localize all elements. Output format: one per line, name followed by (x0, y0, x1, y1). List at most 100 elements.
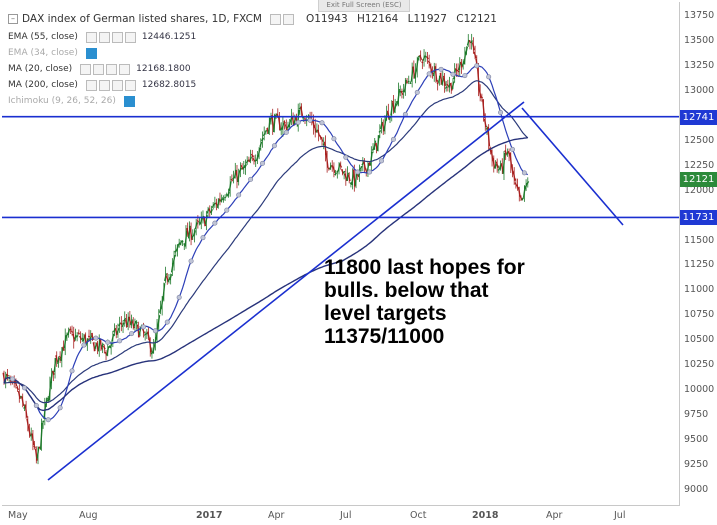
ohlc-high: H12164 (356, 13, 399, 25)
series-controls (269, 13, 294, 25)
eye-icon[interactable] (85, 79, 97, 91)
indicator-row[interactable]: Ichimoku (9, 26, 52, 26) (8, 93, 503, 109)
candle-body (162, 283, 166, 300)
candle-body (175, 244, 179, 252)
ma-marker (283, 129, 289, 135)
candle-body (412, 66, 416, 78)
candle-body (36, 446, 40, 459)
candle-body (208, 208, 212, 213)
ma-marker (498, 110, 504, 116)
indicator-list: EMA (55, close) 12446.1251 EMA (34, close)… (8, 29, 503, 109)
candle-body (124, 319, 128, 328)
candle-body (184, 230, 188, 247)
candle-body (130, 319, 134, 326)
close-icon[interactable] (111, 31, 123, 43)
x-tick-label: 2018 (472, 510, 499, 521)
candle-body (172, 254, 176, 265)
settings-icon[interactable] (98, 79, 110, 91)
ma-marker (402, 111, 408, 117)
candle-body (189, 227, 193, 240)
candle-body (437, 75, 441, 83)
candle-body (470, 40, 474, 44)
eye-icon[interactable] (80, 63, 92, 75)
ma-marker (117, 338, 123, 344)
ohlc-low: L11927 (407, 13, 447, 25)
candle-body (439, 72, 443, 84)
candle-body (340, 169, 344, 174)
candle-body (526, 181, 530, 185)
candle-body (215, 202, 218, 207)
indicator-row[interactable]: MA (200, close) 12682.8015 (8, 77, 503, 93)
indicator-row[interactable]: EMA (55, close) 12446.1251 (8, 29, 503, 45)
candle-body (26, 418, 30, 429)
more-icon[interactable] (124, 79, 136, 91)
candle-body (222, 198, 225, 201)
candle-body (318, 134, 322, 139)
candle-body (459, 61, 463, 68)
indicator-value: 12446.1251 (141, 32, 197, 42)
candle-body (102, 345, 106, 350)
ma-marker (10, 376, 16, 382)
candle-body (24, 404, 28, 418)
candle-body (279, 127, 283, 131)
candle-body (334, 172, 338, 176)
candle-body (70, 330, 74, 334)
eye-icon[interactable] (123, 95, 135, 107)
legend-main-row: – DAX index of German listed shares, 1D,… (8, 11, 503, 27)
candle-body (278, 117, 281, 131)
y-tick-label: 10750 (684, 309, 715, 321)
candle-body (39, 422, 43, 450)
candle-body (167, 277, 171, 283)
y-tick-label: 12250 (684, 159, 715, 171)
eye-icon[interactable] (85, 31, 97, 43)
candle-body (75, 335, 79, 338)
settings-icon[interactable] (98, 31, 110, 43)
eye-icon[interactable] (85, 47, 97, 59)
ma-marker (224, 207, 230, 213)
more-icon[interactable] (119, 63, 131, 75)
collapse-icon[interactable]: – (8, 14, 18, 24)
annotation-line: 11375/11000 (324, 325, 445, 348)
ma-marker (379, 158, 385, 164)
ohlc-readout: O11943 H12164 L11927 C12121 (306, 13, 503, 25)
candle-body (224, 196, 227, 199)
price-tag: 11731 (680, 210, 717, 226)
candle-body (210, 209, 213, 214)
indicator-row[interactable]: MA (20, close) 12168.1800 (8, 61, 503, 77)
y-tick-label: 11000 (684, 284, 715, 296)
eye-icon[interactable] (269, 13, 281, 25)
settings-icon[interactable] (93, 63, 105, 75)
indicator-row[interactable]: EMA (34, close) (8, 45, 503, 61)
ma-marker (462, 73, 468, 79)
candle-body (196, 219, 200, 223)
candle-body (73, 334, 77, 340)
candle-body (218, 198, 222, 202)
plot-area[interactable] (2, 2, 680, 506)
indicator-controls (123, 95, 135, 107)
candle-body (521, 197, 524, 201)
close-icon[interactable] (111, 79, 123, 91)
downtrend-line (521, 107, 624, 226)
exit-fullscreen-button[interactable]: Exit Full Screen (ESC) (318, 0, 410, 12)
candle-body (194, 222, 198, 230)
candle-body (72, 333, 76, 342)
candle-body (152, 345, 156, 354)
indicator-name: EMA (34, close) (8, 48, 78, 58)
candle-body (56, 357, 60, 364)
ohlc-close: C12121 (456, 13, 497, 25)
candle-body (164, 273, 168, 282)
chart-annotation[interactable]: 11800 last hopes for bulls. below that l… (324, 256, 564, 348)
candle-body (6, 373, 9, 377)
candle-body (442, 75, 446, 86)
ma-marker (57, 405, 63, 411)
candle-body (509, 152, 513, 168)
close-icon[interactable] (106, 63, 118, 75)
candle-body (237, 170, 241, 182)
candle-body (80, 337, 84, 341)
candle-body (216, 199, 220, 208)
settings-icon[interactable] (282, 13, 294, 25)
more-icon[interactable] (124, 31, 136, 43)
candle-body (101, 343, 105, 347)
